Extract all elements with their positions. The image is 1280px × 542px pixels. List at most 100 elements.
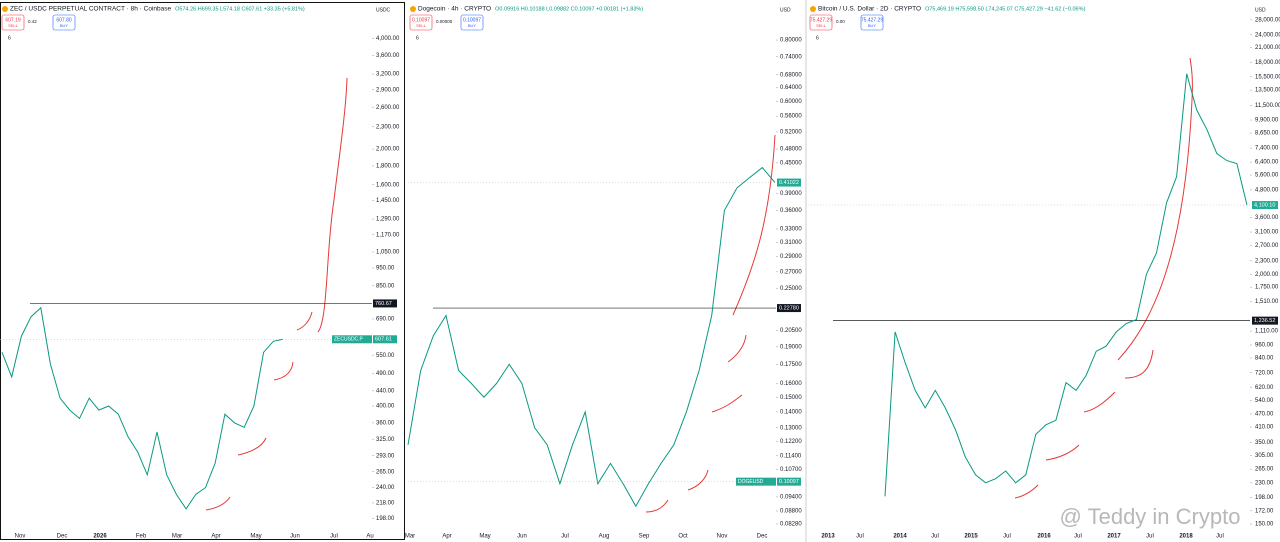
x-tick-label: Jul	[856, 534, 864, 540]
y-tick-label: 265.00	[1255, 467, 1274, 473]
y-tick-label: 850.00	[376, 283, 395, 289]
y-tick-label: 1,110.00	[1255, 329, 1279, 335]
price-tag	[1252, 201, 1278, 210]
buy-label: BUY	[60, 23, 69, 28]
price-tag	[777, 477, 801, 486]
sell-button[interactable]	[409, 14, 433, 31]
y-tick-label: 1,510.00	[1255, 299, 1279, 305]
chart-title: Bitcoin / U.S. Dollar · 2D · CRYPTO	[818, 6, 921, 13]
y-tick-label: 0.80000	[780, 38, 802, 44]
x-tick-label: May	[479, 534, 490, 540]
x-tick-label: Jun	[517, 534, 527, 540]
y-tick-label: 11,500.00	[1255, 103, 1280, 109]
x-tick-label: 2015	[964, 534, 978, 540]
y-tick-label: 15,500.00	[1255, 74, 1280, 80]
x-tick-label: 2017	[1107, 534, 1121, 540]
sell-button[interactable]	[1, 14, 25, 31]
buy-button[interactable]	[52, 14, 76, 31]
indicator-count: 6	[416, 35, 419, 41]
x-tick-label: Au	[366, 534, 373, 540]
sell-label: SELL	[816, 23, 827, 28]
x-tick-label: Mar	[405, 534, 415, 540]
y-tick-label: 0.27000	[780, 269, 802, 275]
y-tick-label: 21,000.00	[1255, 45, 1280, 51]
y-tick-label: 620.00	[1255, 385, 1274, 391]
y-tick-label: 1,170.00	[376, 232, 400, 238]
chart-title: Dogecoin · 4h · CRYPTO	[418, 6, 491, 13]
ohlc: O75,469.19 H75,598.50 L74,245.07 C75,427…	[925, 6, 1085, 12]
x-tick-label: Dec	[757, 534, 768, 540]
y-tick-label: 3,600.00	[1255, 215, 1279, 221]
buy-button[interactable]	[860, 14, 884, 31]
buy-button[interactable]	[460, 14, 484, 31]
level-tag	[1252, 316, 1278, 325]
y-tick-label: 0.13000	[780, 425, 802, 431]
y-tick-label: 690.00	[376, 317, 395, 323]
y-tick-label: 0.09400	[780, 494, 802, 500]
drawing	[1117, 57, 1193, 361]
drawing	[732, 134, 776, 316]
y-tick-label: 490.00	[376, 371, 395, 377]
price-tag	[373, 335, 397, 344]
y-tick-label: 3,600.00	[376, 53, 400, 59]
y-tick-label: 5,600.00	[1255, 173, 1279, 179]
x-tick-label: Jul	[1074, 534, 1082, 540]
x-tick-label: Apr	[211, 534, 220, 540]
x-tick-label: 2014	[893, 534, 907, 540]
y-tick-label: 218.00	[376, 501, 395, 507]
y-tick-label: 6,400.00	[1255, 160, 1279, 166]
drawing	[687, 469, 709, 491]
y-tick-label: 0.74000	[780, 54, 802, 60]
y-tick-label: 540.00	[1255, 398, 1274, 404]
y-tick-label: 960.00	[1255, 343, 1274, 349]
y-tick-label: 1,750.00	[1255, 285, 1279, 291]
x-tick-label: Dec	[57, 534, 68, 540]
x-tick-label: 2018	[1179, 534, 1193, 540]
buy-price: 0.10097	[463, 17, 481, 23]
y-tick-label: 1,800.00	[376, 163, 400, 169]
y-tick-label: 410.00	[1255, 425, 1274, 431]
y-tick-label: 7,400.00	[1255, 146, 1279, 152]
x-tick-label: Jul	[1216, 534, 1224, 540]
y-tick-label: 1,600.00	[376, 182, 400, 188]
y-tick-label: 0.17500	[780, 362, 802, 368]
y-tick-label: 3,200.00	[376, 72, 400, 78]
y-tick-label: 0.19000	[780, 344, 802, 350]
y-tick-label: 28,000.00	[1255, 17, 1280, 23]
y-tick-label: 0.52000	[780, 130, 802, 136]
y-tick-label: 8,650.00	[1255, 131, 1279, 137]
level-tag	[777, 304, 801, 313]
ohlc: O574.26 H699.35 L574.18 C607.61 +33.35 (…	[175, 6, 305, 12]
y-tick-label: 470.00	[1255, 411, 1274, 417]
sell-price: 75,427.29	[810, 17, 832, 23]
y-tick-label: 0.29000	[780, 254, 802, 260]
drawing	[711, 394, 743, 413]
y-tick-label: 172.00	[1255, 508, 1274, 514]
y-tick-label: 440.00	[376, 388, 395, 394]
drawing	[1014, 484, 1039, 499]
x-tick-label: 2013	[821, 534, 835, 540]
y-tick-label: 0.48000	[780, 147, 802, 153]
y-tick-label: 350.00	[1255, 440, 1274, 446]
active-frame	[0, 2, 405, 540]
y-tick-label: 265.00	[376, 469, 395, 475]
y-tick-label: 18,000.00	[1255, 60, 1280, 66]
y-tick-label: 0.15000	[780, 395, 802, 401]
y-tick-label: 4,800.00	[1255, 187, 1279, 193]
y-tick-label: 1,450.00	[376, 198, 400, 204]
y-tick-label: 4,000.00	[376, 36, 400, 42]
currency: USDC	[376, 7, 391, 13]
y-tick-label: 2,000.00	[376, 147, 400, 153]
x-tick-label: Jun	[290, 534, 300, 540]
buy-label: BUY	[468, 23, 477, 28]
sell-button[interactable]	[809, 14, 833, 31]
sell-price: 0.10097	[412, 17, 430, 23]
y-tick-label: 0.39000	[780, 191, 802, 197]
level-label: 0.22780	[779, 306, 799, 312]
spread: 0.00000	[436, 19, 453, 24]
x-tick-label: Oct	[678, 534, 688, 540]
price-tag-label: 0.41022	[779, 180, 799, 186]
x-tick-label: Aug	[599, 534, 610, 540]
y-tick-label: 305.00	[1255, 453, 1274, 459]
y-tick-label: 150.00	[1255, 522, 1274, 528]
